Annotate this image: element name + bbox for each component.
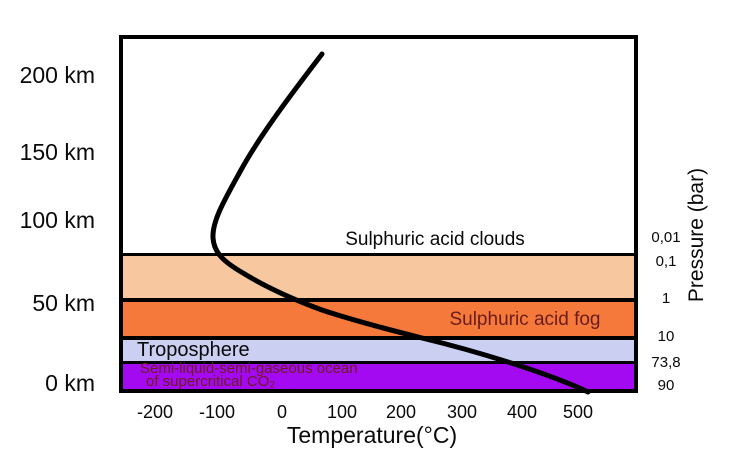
pressure-tick-0-01: 0,01 [651, 229, 681, 246]
pressure-tick-1: 1 [661, 290, 671, 307]
annotation-sulphuric-acid-clouds: Sulphuric acid clouds [345, 229, 525, 250]
altitude-tick-0km: 0 km [45, 370, 95, 396]
temp-tick--200: -200 [136, 402, 174, 422]
annotation-sulphuric-acid-fog: Sulphuric acid fog [449, 309, 601, 330]
altitude-tick-100km: 100 km [19, 207, 95, 233]
pressure-tick-0-1: 0,1 [655, 253, 677, 270]
pressure-tick-10: 10 [657, 328, 675, 345]
annotation-ocean-line1: Semi-liquid-semi-gaseous ocean [140, 360, 358, 377]
temp-tick-0: 0 [276, 402, 287, 422]
pressure-tick-90: 90 [657, 377, 675, 394]
haze-band [123, 256, 634, 298]
temperature-axis-title: Temperature(°C) [286, 422, 458, 448]
temp-tick-300: 300 [446, 402, 478, 422]
temp-tick-500: 500 [562, 402, 594, 422]
temp-tick-100: 100 [326, 402, 358, 422]
altitude-tick-150km: 150 km [19, 139, 95, 165]
annotation-supercritical-co2-ocean: Semi-liquid-semi-gaseous ocean of superc… [140, 360, 440, 390]
temp-tick-400: 400 [506, 402, 538, 422]
pressure-tick-73-8: 73,8 [651, 354, 681, 371]
annotation-troposphere: Troposphere [137, 339, 250, 361]
altitude-tick-50km: 50 km [32, 290, 95, 316]
altitude-tick-200km: 200 km [19, 62, 95, 88]
temp-tick--100: -100 [198, 402, 236, 422]
pressure-axis-title: Pressure (bar) [685, 167, 708, 303]
temp-tick-200: 200 [385, 402, 417, 422]
annotation-ocean-line2: of supercritical CO₂ [146, 373, 276, 390]
